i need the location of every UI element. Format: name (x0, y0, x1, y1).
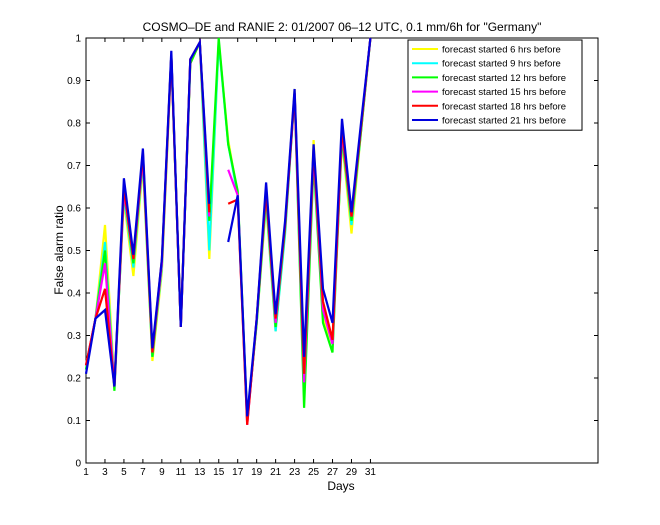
y-tick-label: 0.8 (67, 119, 81, 130)
y-tick-label: 0.3 (67, 331, 81, 342)
legend-label-1: forecast started 6 hrs before (442, 45, 561, 56)
series-line-6 (227, 37, 372, 417)
x-tick-label: 27 (327, 467, 339, 478)
x-tick-label: 13 (194, 467, 206, 478)
x-tick-label: 3 (102, 467, 108, 478)
chart-title: COSMO–DE and RANIE 2: 01/2007 06–12 UTC,… (143, 20, 542, 34)
y-tick-label: 0.5 (67, 246, 81, 257)
y-tick-label: 0.1 (67, 416, 81, 427)
x-tick-label: 9 (159, 467, 165, 478)
y-tick-label: 0.2 (67, 374, 81, 385)
x-tick-label: 11 (176, 467, 187, 478)
x-tick-label: 17 (232, 467, 244, 478)
series-line-3 (84, 37, 372, 421)
x-tick-label: 19 (251, 467, 263, 478)
legend-label-5: forecast started 18 hrs before (442, 101, 566, 112)
x-tick-label: 15 (213, 467, 225, 478)
y-tick-label: 0.6 (67, 204, 81, 215)
x-tick-label: 7 (140, 467, 146, 478)
x-tick-label: 21 (270, 467, 282, 478)
legend: forecast started 6 hrs before forecast st… (407, 39, 583, 131)
plot-area: 1 3 5 7 9 11 13 15 17 19 21 23 25 27 29 3100.10.20.30.4… (67, 34, 599, 478)
y-tick-label: 1 (75, 34, 81, 45)
x-tick-label: 1 (83, 467, 89, 478)
series-line-6 (84, 38, 211, 387)
x-tick-label: 31 (365, 467, 377, 478)
y-tick-label: 0 (75, 459, 81, 470)
legend-label-3: forecast started 12 hrs before (442, 73, 566, 84)
x-tick-label: 5 (121, 467, 127, 478)
legend-label-6: forecast started 21 hrs before (442, 116, 566, 127)
x-tick-label: 23 (289, 467, 301, 478)
y-axis-label: False alarm ratio (52, 205, 66, 295)
legend-box (407, 39, 583, 131)
y-tick-label: 0.7 (67, 161, 81, 172)
legend-label-4: forecast started 15 hrs before (442, 87, 566, 98)
y-tick-label: 0.9 (67, 76, 81, 87)
y-tick-label: 0.4 (67, 289, 81, 300)
x-tick-label: 25 (308, 467, 320, 478)
x-tick-label: 29 (346, 467, 358, 478)
legend-label-2: forecast started 9 hrs before (442, 59, 561, 70)
x-axis-label: Days (327, 479, 354, 493)
